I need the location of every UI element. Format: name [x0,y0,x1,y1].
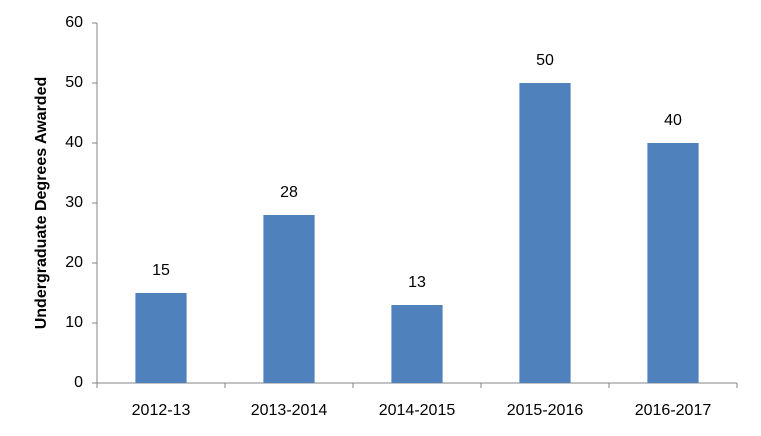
data-label: 50 [536,52,554,69]
y-tick-label: 40 [65,134,83,151]
bar [519,83,571,383]
y-tick-label: 60 [65,14,83,31]
y-tick-label: 30 [65,194,83,211]
x-tick-label: 2012-13 [132,402,191,419]
y-tick-label: 50 [65,74,83,91]
y-axis-title: Undergraduate Degrees Awarded [33,77,50,330]
bar [647,143,699,383]
bar [135,293,187,383]
data-label: 40 [664,112,682,129]
bar [263,215,315,383]
y-tick-label: 10 [65,314,83,331]
x-tick-label: 2016-2017 [635,402,712,419]
x-tick-label: 2013-2014 [251,402,328,419]
x-tick-label: 2015-2016 [507,402,584,419]
data-label: 15 [152,262,170,279]
y-tick-label: 0 [74,374,83,391]
bar [391,305,443,383]
data-label: 13 [408,274,426,291]
data-label: 28 [280,184,298,201]
y-tick-label: 20 [65,254,83,271]
x-tick-label: 2014-2015 [379,402,456,419]
